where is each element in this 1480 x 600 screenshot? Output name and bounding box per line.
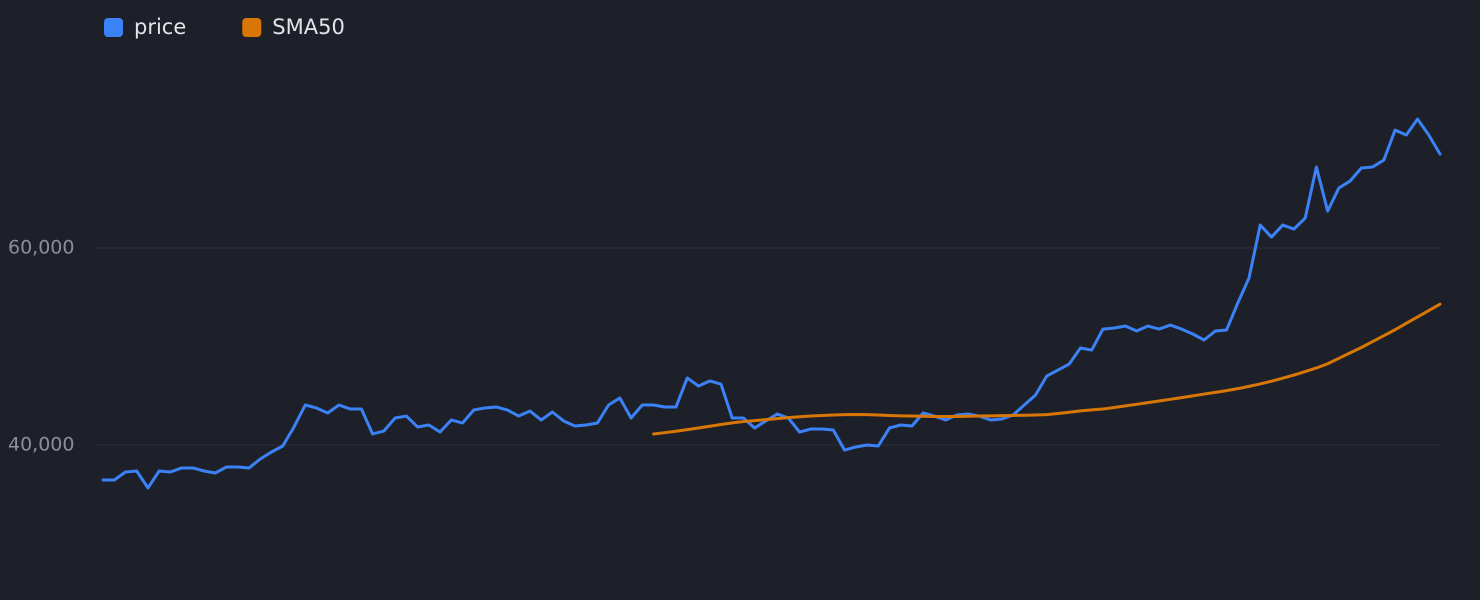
y-tick-label: 60,000 (8, 237, 74, 259)
legend-swatch (242, 18, 262, 37)
legend-label[interactable]: price (134, 15, 186, 39)
series-line (652, 302, 1442, 436)
legend-swatch (104, 18, 123, 37)
legend-label[interactable]: SMA50 (272, 15, 345, 39)
y-tick-label: 40,000 (8, 434, 74, 456)
series-line (101, 117, 1442, 490)
